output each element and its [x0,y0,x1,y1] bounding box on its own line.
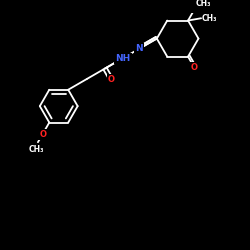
Text: O: O [39,130,46,138]
Text: O: O [191,63,198,72]
Text: CH₃: CH₃ [202,14,218,23]
Text: N: N [135,44,143,54]
Text: CH₃: CH₃ [195,0,211,8]
Text: NH: NH [115,54,130,63]
Text: CH₃: CH₃ [28,145,44,154]
Text: O: O [108,76,115,84]
